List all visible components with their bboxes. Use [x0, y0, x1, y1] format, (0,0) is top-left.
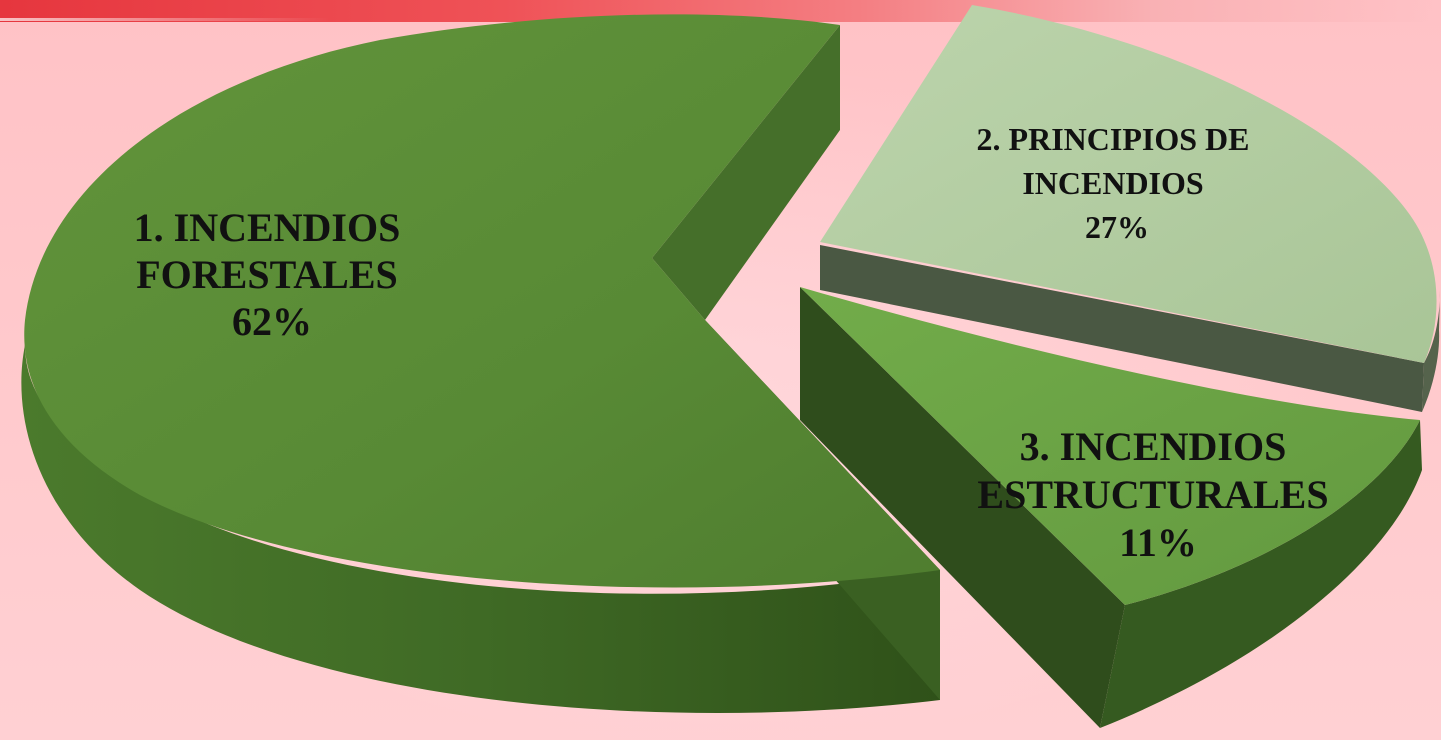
header-accent-band [0, 0, 1441, 22]
slice-3-label-line-2: ESTRUCTURALES [977, 472, 1328, 517]
pie-slice-incendios-forestales [21, 14, 940, 714]
slice-2-label-value: 27% [1085, 209, 1149, 245]
slice-1-label-line-1: 1. INCENDIOS [134, 205, 401, 250]
slice-3-label-line-1: 3. INCENDIOS [1020, 424, 1287, 469]
slice-1-outer-wall [21, 345, 940, 714]
slice-1-top [24, 14, 940, 588]
slice-3-outer-wall [1100, 420, 1422, 728]
slice-label-principios-de-incendios: 2. PRINCIPIOS DE INCENDIOS 27% [977, 121, 1258, 245]
slice-2-side-wall [820, 245, 1424, 412]
slice-label-incendios-estructurales: 3. INCENDIOS ESTRUCTURALES 11% [977, 424, 1338, 565]
slice-3-top [800, 287, 1420, 605]
slice-2-label-line-2: INCENDIOS [1022, 165, 1203, 201]
slice-2-outer-wall [1422, 290, 1440, 412]
pie-slice-principios-de-incendios [820, 5, 1440, 412]
slice-3-cut-wall [800, 287, 1125, 728]
slice-1-label-line-2: FORESTALES [136, 252, 398, 297]
slice-2-label-line-1: 2. PRINCIPIOS DE [977, 121, 1250, 157]
slice-1-right-wall [652, 25, 840, 320]
slice-label-incendios-forestales: 1. INCENDIOS FORESTALES 62% [134, 205, 411, 344]
slice-2-top [820, 5, 1437, 363]
slice-3-label-value: 11% [1119, 520, 1197, 565]
slice-1-label-value: 62% [232, 299, 312, 344]
pie-slice-incendios-estructurales [800, 287, 1422, 728]
